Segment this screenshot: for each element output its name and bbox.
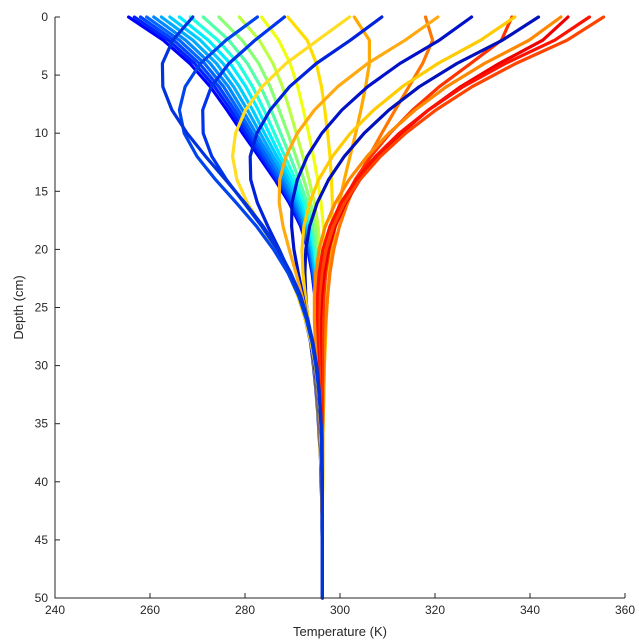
y-tick-label: 0 — [41, 10, 48, 24]
x-axis-label: Temperature (K) — [293, 624, 387, 639]
y-tick-label: 20 — [35, 242, 49, 256]
series-line-6 — [159, 15, 324, 600]
y-tick-label: 40 — [35, 475, 49, 489]
y-tick-label: 15 — [35, 184, 49, 198]
y-tick-label: 30 — [35, 359, 49, 373]
axes-group — [54, 17, 625, 599]
series-line-16 — [320, 15, 435, 600]
series-line-7 — [168, 15, 324, 600]
x-tick-label: 260 — [140, 603, 160, 617]
axis-frame — [54, 17, 625, 599]
x-tick-label: 300 — [330, 603, 350, 617]
x-tick-label: 280 — [235, 603, 255, 617]
series-line-15 — [320, 15, 371, 600]
y-axis-ticks: 0 5 10 15 20 25 30 35 40 45 50 — [35, 10, 60, 605]
series-line-27 — [231, 15, 352, 600]
y-tick-label: 50 — [35, 591, 49, 605]
series-line-20 — [315, 15, 591, 600]
y-tick-label: 25 — [35, 301, 49, 315]
series-line-17 — [320, 15, 514, 600]
x-tick-label: 340 — [520, 603, 540, 617]
x-axis-ticks: 240 260 280 300 320 340 360 — [45, 593, 635, 617]
x-tick-label: 240 — [45, 603, 65, 617]
series-line-30 — [160, 15, 324, 600]
series-line-4 — [145, 15, 324, 600]
y-tick-label: 10 — [35, 126, 49, 140]
y-tick-label: 5 — [41, 68, 48, 82]
series-line-23 — [300, 15, 517, 600]
series-group — [127, 15, 606, 600]
series-line-3 — [138, 15, 324, 600]
x-tick-label: 320 — [425, 603, 445, 617]
y-tick-label: 45 — [35, 533, 49, 547]
x-tick-label: 360 — [615, 603, 635, 617]
y-axis-label: Depth (cm) — [11, 275, 26, 339]
series-line-5 — [152, 15, 324, 600]
y-tick-label: 35 — [35, 417, 49, 431]
series-line-2 — [132, 15, 324, 600]
series-line-12 — [237, 15, 324, 600]
